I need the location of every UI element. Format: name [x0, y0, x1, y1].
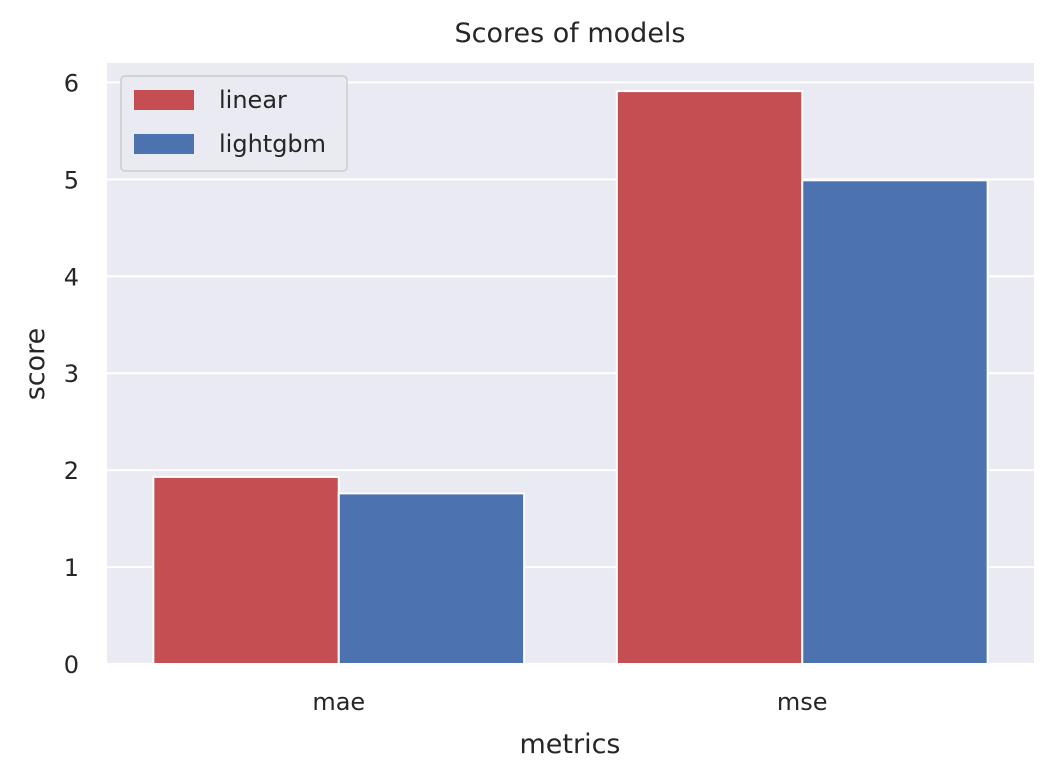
bars: [152, 90, 989, 666]
y-axis-title: score: [20, 328, 51, 401]
legend-label-lightgbm: lightgbm: [219, 130, 326, 158]
y-tick-label: 0: [64, 651, 79, 679]
y-tick-label: 6: [64, 69, 79, 97]
legend-label-linear: linear: [219, 86, 287, 114]
x-tick-label-mse: mse: [777, 688, 828, 716]
x-axis-ticks: mae mse: [312, 688, 827, 716]
bar-lightgbm-mae: [337, 492, 526, 665]
y-tick-label: 2: [64, 457, 79, 485]
legend: linear lightgbm: [120, 75, 348, 172]
y-tick-label: 4: [64, 263, 79, 291]
y-tick-label: 1: [64, 554, 79, 582]
legend-swatch-lightgbm: [134, 134, 194, 154]
bar-lightgbm-mse: [801, 179, 989, 665]
y-tick-label: 3: [64, 360, 79, 388]
chart-title: Scores of models: [454, 18, 685, 49]
y-tick-label: 5: [64, 166, 79, 194]
x-tick-label-mae: mae: [312, 688, 365, 716]
legend-swatch-linear: [134, 90, 194, 110]
bar-linear-mse: [615, 90, 804, 666]
bar-linear-mae: [152, 475, 340, 665]
x-axis-title: metrics: [519, 729, 620, 760]
y-axis-ticks: 0 1 2 3 4 5 6: [64, 69, 79, 679]
